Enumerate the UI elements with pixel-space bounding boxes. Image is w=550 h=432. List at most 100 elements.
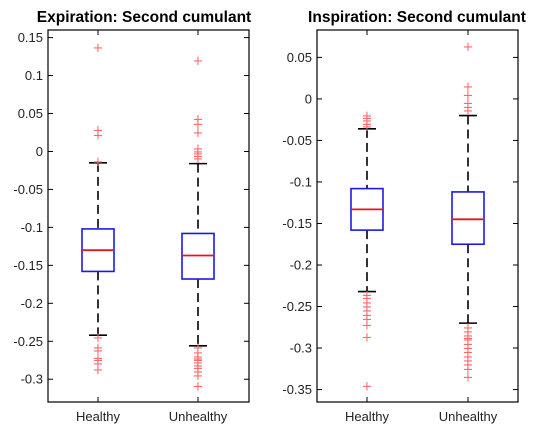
box-healthy: +++++++++++ <box>81 41 115 378</box>
outlier-point: + <box>362 288 373 303</box>
y-tick-label: -0.05 <box>13 182 43 197</box>
x-tick-label: Healthy <box>345 409 390 424</box>
chart-panel-1: Expiration: Second cumulant 0.15 0.1 0.05 0 -… <box>13 9 251 424</box>
y-tick-label: 0.1 <box>25 68 43 83</box>
outlier-point: + <box>193 346 204 361</box>
y-tick-label: 0 <box>305 91 312 106</box>
outlier-point: + <box>463 80 474 95</box>
x-tick-label: Unhealthy <box>169 409 228 424</box>
chart-panel-2: Inspiration: Second cumulant 0.05 0 -0.05 -0… <box>282 9 526 424</box>
outlier-point: + <box>463 88 474 103</box>
outlier-point: + <box>93 341 104 356</box>
outlier-point: + <box>93 124 104 139</box>
outlier-point: + <box>193 359 204 374</box>
outlier-point: + <box>193 352 204 367</box>
outlier-point: + <box>362 312 373 327</box>
box-unhealthy: ++++++++++++++++++++ <box>181 54 215 395</box>
outlier-point: + <box>362 117 373 132</box>
y-tick-label: -0.2 <box>290 257 312 272</box>
outlier-point: + <box>463 321 474 336</box>
outlier-point: + <box>193 365 204 380</box>
outlier-point: + <box>362 114 373 129</box>
outlier-point: + <box>463 362 474 377</box>
y-tick-label: -0.25 <box>13 334 43 349</box>
outlier-point: + <box>93 351 104 366</box>
y-tick-label: -0.1 <box>21 220 43 235</box>
outlier-point: + <box>463 325 474 340</box>
y-tick-label: -0.15 <box>13 258 43 273</box>
outlier-point: + <box>193 350 204 365</box>
y-tick-label: -0.35 <box>282 382 312 397</box>
axes-frame <box>47 29 250 403</box>
outlier-point: + <box>463 346 474 361</box>
outlier-point: + <box>93 363 104 378</box>
outlier-point: + <box>362 292 373 307</box>
y-tick-label: 0.05 <box>287 50 312 65</box>
outlier-point: + <box>193 380 204 395</box>
outlier-point: + <box>362 331 373 346</box>
y-tick-label: -0.3 <box>21 372 43 387</box>
outlier-point: + <box>463 371 474 386</box>
y-tick-label: -0.25 <box>282 299 312 314</box>
box-healthy: +++++++++++++++ <box>350 109 384 395</box>
y-tick-label: 0 <box>36 144 43 159</box>
outlier-point: + <box>193 150 204 165</box>
outlier-point: + <box>463 332 474 347</box>
box-unhealthy: +++++++++++++++++++ <box>451 40 485 386</box>
outlier-point: + <box>193 54 204 69</box>
outlier-point: + <box>362 380 373 395</box>
y-tick-label: -0.3 <box>290 341 312 356</box>
outlier-point: + <box>362 300 373 315</box>
outlier-point: + <box>193 354 204 369</box>
outlier-point: + <box>362 304 373 319</box>
outlier-point: + <box>93 41 104 56</box>
outlier-point: + <box>463 354 474 369</box>
outlier-point: + <box>362 109 373 124</box>
outlier-point: + <box>193 341 204 356</box>
outlier-point: + <box>463 104 474 119</box>
outlier-point: + <box>193 147 204 162</box>
y-tick-label: 0.05 <box>18 106 43 121</box>
y-tick-label: -0.15 <box>282 216 312 231</box>
outlier-point: + <box>93 354 104 369</box>
outlier-point: + <box>463 350 474 365</box>
axes-frame <box>316 29 519 403</box>
outlier-point: + <box>463 40 474 55</box>
y-tick-label: -0.05 <box>282 133 312 148</box>
outlier-point: + <box>93 344 104 359</box>
chart-title: Inspiration: Second cumulant <box>308 9 526 26</box>
outlier-point: + <box>193 142 204 157</box>
outlier-point: + <box>463 333 474 348</box>
outlier-point: + <box>93 128 104 143</box>
chart-title: Expiration: Second cumulant <box>37 9 251 26</box>
x-tick-label: Healthy <box>76 409 121 424</box>
outlier-point: + <box>93 331 104 346</box>
outlier-point: + <box>463 358 474 373</box>
outlier-point: + <box>93 357 104 372</box>
outlier-point: + <box>463 101 474 116</box>
iqr-box <box>451 191 485 246</box>
outlier-point: + <box>93 155 104 170</box>
outlier-point: + <box>193 361 204 376</box>
outlier-point: + <box>193 145 204 160</box>
outlier-point: + <box>463 342 474 357</box>
outlier-point: + <box>362 308 373 323</box>
y-tick-label: -0.2 <box>21 296 43 311</box>
y-tick-label: 0.15 <box>18 30 43 45</box>
outlier-point: + <box>193 369 204 384</box>
outlier-point: + <box>362 120 373 135</box>
outlier-point: + <box>193 118 204 133</box>
outlier-point: + <box>362 318 373 333</box>
outlier-point: + <box>193 152 204 167</box>
outlier-point: + <box>193 112 204 127</box>
outlier-point: + <box>463 329 474 344</box>
outlier-point: + <box>193 126 204 141</box>
outlier-point: + <box>362 296 373 311</box>
outlier-point: + <box>362 112 373 127</box>
outlier-point: + <box>463 97 474 112</box>
y-tick-label: -0.1 <box>290 174 312 189</box>
outlier-point: + <box>193 356 204 371</box>
outlier-point: + <box>463 337 474 352</box>
